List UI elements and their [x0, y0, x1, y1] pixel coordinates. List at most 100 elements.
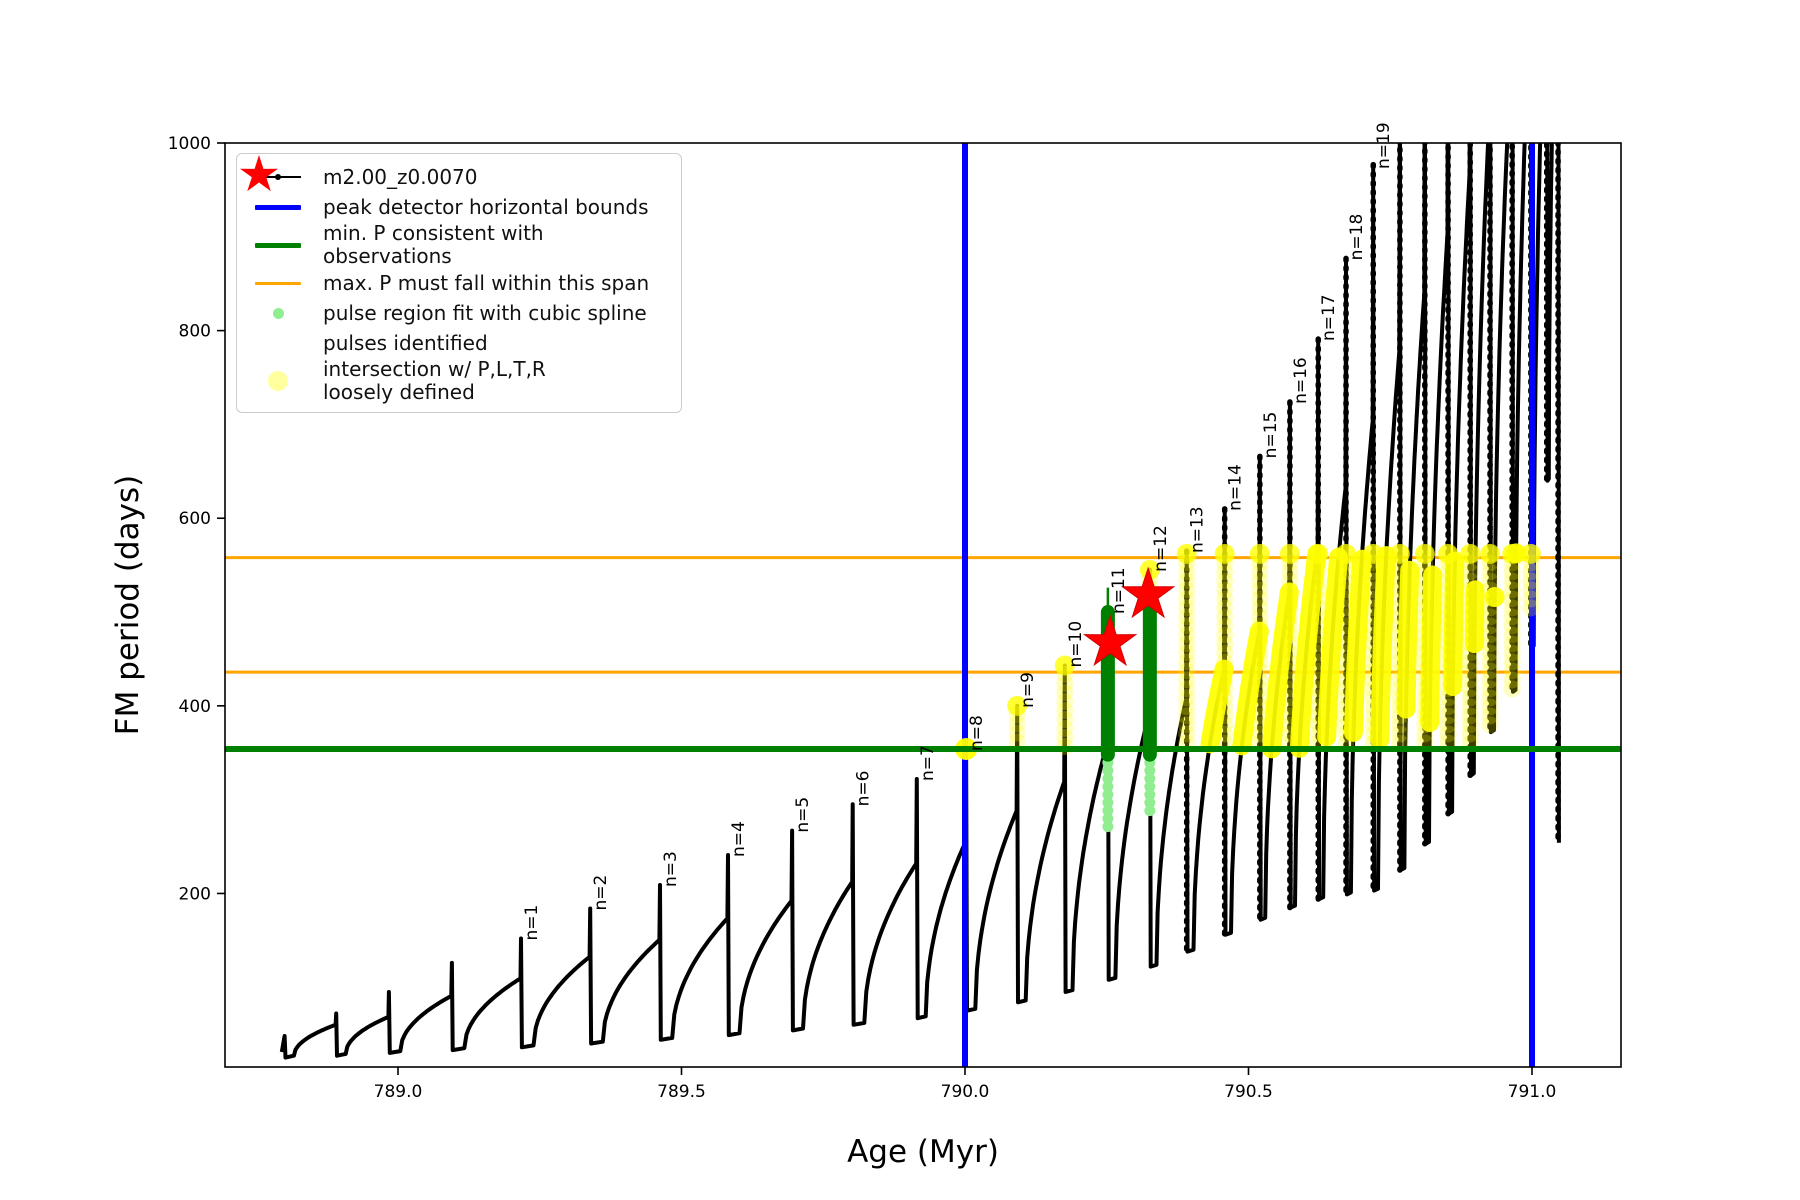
intersection-arc: [1464, 580, 1485, 654]
pulse-number-label: n=17: [1319, 294, 1339, 341]
intersection-point: [1178, 662, 1196, 680]
intersection-point: [1439, 698, 1457, 716]
legend-item-intersection: intersection w/ P,L,T,R loosely defined: [247, 358, 667, 404]
plot-area: [225, 143, 1621, 1067]
intersection-point: [1178, 590, 1196, 608]
intersection-arc: [1370, 546, 1396, 750]
intersection-point: [1056, 684, 1074, 702]
intersection-point: [1481, 707, 1499, 725]
intersection-point: [1178, 671, 1196, 689]
intersection-point: [1178, 644, 1196, 662]
intersection-point: [1178, 563, 1196, 581]
intersection-point: [1008, 715, 1026, 733]
intersection-point: [1481, 644, 1499, 662]
legend-item-peak-bounds: peak detector horizontal bounds: [247, 192, 667, 222]
intersection-point: [1503, 644, 1521, 662]
intersection-point: [1503, 671, 1521, 689]
intersection-point: [1439, 716, 1457, 734]
intersection-point: [1461, 653, 1479, 671]
pulse-number-label: n=19: [1374, 122, 1394, 169]
intersection-point: [1461, 725, 1479, 743]
intersection-point: [1484, 587, 1505, 608]
intersection-arc: [1262, 582, 1299, 759]
intersection-point: [1503, 599, 1521, 617]
intersection-arc: [1420, 565, 1443, 732]
legend-label: intersection w/ P,L,T,R loosely defined: [323, 357, 546, 404]
legend-item-series: m2.00_z0.0070: [247, 162, 667, 192]
intersection-point: [1251, 608, 1269, 626]
intersection-point: [1503, 590, 1521, 608]
intersection-point: [1216, 581, 1234, 599]
spline-fit-point: [1144, 797, 1156, 809]
spline-fit-point: [1144, 805, 1156, 817]
pulse-period-curve: [279, 143, 1561, 1060]
intersection-point: [1279, 543, 1300, 564]
intersection-point: [1178, 707, 1196, 725]
legend-item-spline-fit: pulse region fit with cubic spline: [247, 298, 667, 328]
legend-label: m2.00_z0.0070: [323, 164, 478, 189]
intersection-point: [1461, 662, 1479, 680]
intersection-point: [1481, 662, 1499, 680]
spline-fit-point: [1102, 773, 1114, 785]
spline-fit-point: [1102, 813, 1114, 825]
x-axis-label: Age (Myr): [847, 1134, 999, 1170]
pulse-number-label: n=6: [854, 770, 874, 806]
pulse-identified-star: [1082, 614, 1138, 667]
intersection-point: [1439, 725, 1457, 743]
intersection-point: [1216, 626, 1234, 644]
spline-fit-point: [1144, 789, 1156, 801]
intersection-point: [1216, 617, 1234, 635]
intersection-point: [1503, 662, 1521, 680]
intersection-point: [1178, 617, 1196, 635]
pulse-number-label: n=12: [1151, 525, 1171, 572]
intersection-point: [1461, 707, 1479, 725]
pulse-number-label: n=14: [1226, 464, 1246, 511]
intersection-point: [1461, 698, 1479, 716]
legend-label: peak detector horizontal bounds: [323, 194, 649, 219]
intersection-point: [1176, 543, 1197, 564]
pulse-number-label: n=11: [1109, 567, 1129, 614]
intersection-point: [1461, 563, 1479, 581]
intersection-point: [1056, 720, 1074, 738]
intersection-point: [1522, 581, 1540, 599]
intersection-point: [1481, 626, 1499, 644]
spline-fit-point: [1102, 789, 1114, 801]
intersection-point: [1503, 581, 1521, 599]
intersection-point: [1216, 608, 1234, 626]
spline-fit-point: [1144, 781, 1156, 793]
legend-item-pulses: pulses identified: [239, 155, 667, 358]
intersection-point: [1503, 635, 1521, 653]
intersection-point: [1216, 590, 1234, 608]
intersection-point: [1481, 653, 1499, 671]
intersection-point: [1178, 626, 1196, 644]
pulse-number-label: n=3: [661, 851, 681, 887]
intersection-point: [1251, 572, 1269, 590]
intersection-point: [1178, 716, 1196, 734]
intersection-point: [1281, 563, 1299, 581]
pulse-number-label: n=9: [1018, 672, 1038, 708]
y-tick-label: 200: [179, 884, 211, 904]
x-tick-label: 789.0: [374, 1082, 423, 1102]
intersection-point: [1481, 563, 1499, 581]
intersection-point: [1461, 680, 1479, 698]
intersection-point: [1460, 543, 1481, 564]
intersection-point: [1503, 563, 1521, 581]
spline-fit-point: [1144, 773, 1156, 785]
intersection-point: [1251, 599, 1269, 617]
legend-label: pulses identified: [323, 330, 488, 355]
lightgreen-dot-icon: [247, 307, 309, 319]
spline-fit-point: [1102, 805, 1114, 817]
intersection-point: [1481, 617, 1499, 635]
intersection-arc: [1443, 551, 1465, 696]
intersection-point: [1481, 680, 1499, 698]
intersection-point: [1178, 698, 1196, 716]
pulse-number-label: n=10: [1066, 621, 1086, 668]
intersection-point: [1503, 572, 1521, 590]
intersection-point: [1178, 680, 1196, 698]
intersection-point: [1522, 590, 1540, 608]
intersection-point: [1178, 608, 1196, 626]
intersection-point: [1391, 725, 1409, 743]
pulse-identified-star: [1120, 566, 1176, 619]
spline-fit-point: [1144, 765, 1156, 777]
intersection-point: [1481, 608, 1499, 626]
